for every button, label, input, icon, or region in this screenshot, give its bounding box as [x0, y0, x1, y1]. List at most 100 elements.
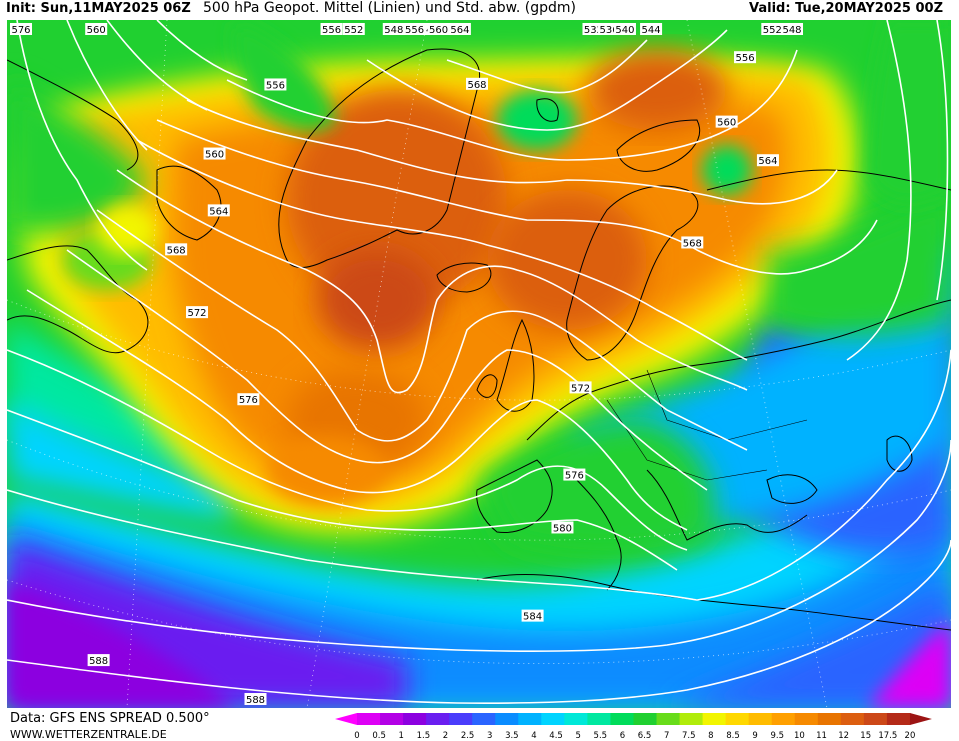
- contour-label: 560: [429, 25, 448, 36]
- contour-label: 548: [782, 25, 801, 36]
- contour-label: 564: [758, 156, 777, 167]
- legend-ticks: 0 0.5 1 1.5 2 2.5 3 3.5 4 4.5 5 5.5 6 6.5 7 7.5 8 8.5 9 9.5…: [354, 731, 915, 740]
- contour-label: 544: [642, 25, 661, 36]
- contour-label-bg: [403, 23, 426, 35]
- legend-swatch: [610, 713, 634, 725]
- contour-label: 556: [266, 80, 285, 91]
- coastlines: [7, 48, 951, 631]
- contour-label-bg: [10, 23, 32, 35]
- contour-label-bg: [207, 204, 230, 217]
- legend-tick-label: 6.5: [638, 731, 652, 740]
- contour-label: 576: [565, 471, 584, 482]
- legend-swatch: [863, 713, 888, 725]
- legend-tick-label: 17.5: [878, 731, 897, 740]
- contour-label-bg: [382, 23, 405, 35]
- legend-swatch: [380, 713, 404, 725]
- contour-label: 580: [553, 523, 572, 534]
- legend-tick-label: 5: [575, 731, 580, 740]
- contour-label: 536: [599, 25, 618, 36]
- contour-labels: 5325365405405445445485485525525565565565…: [10, 23, 804, 706]
- legend-arrow-right: [909, 713, 932, 725]
- contour-label: 568: [167, 245, 186, 256]
- contour-label-bg: [781, 23, 804, 35]
- contour-label: 556: [735, 53, 754, 64]
- contour-label: 572: [187, 308, 206, 319]
- legend-swatch: [518, 713, 542, 725]
- legend-swatch: [771, 713, 796, 725]
- contour-label-bg: [203, 147, 226, 160]
- contour-label: 560: [87, 25, 106, 36]
- contour-label-bg: [342, 23, 365, 35]
- legend-swatch: [817, 713, 842, 725]
- contour-label: 552: [763, 25, 782, 36]
- contour-label: 556: [322, 25, 341, 36]
- spread-field: [7, 20, 951, 708]
- legend-tick-label: 2.5: [461, 731, 475, 740]
- legend-swatch: [886, 713, 911, 725]
- contour-label: 576: [239, 395, 258, 406]
- contour-label: 564: [450, 25, 469, 36]
- legend-tick-label: 7: [664, 731, 669, 740]
- legend-tick-label: 8: [708, 731, 713, 740]
- contour-label: 560: [205, 150, 224, 161]
- contour-label-bg: [734, 51, 757, 64]
- legend-tick-label: 8.5: [726, 731, 740, 740]
- contour-label-bg: [640, 23, 663, 35]
- map-canvas[interactable]: 5325365405405445445485485525525565565565…: [7, 20, 951, 708]
- contour-label: 576: [11, 25, 30, 36]
- contour-label-bg: [761, 23, 784, 35]
- legend-swatch: [564, 713, 588, 725]
- legend-swatch: [748, 713, 773, 725]
- legend-tick-label: 11: [816, 731, 827, 740]
- legend-swatch: [679, 713, 704, 725]
- contour-label: 564: [209, 206, 228, 217]
- legend-swatch: [541, 713, 565, 725]
- legend-tick-label: 1: [399, 731, 404, 740]
- contour-label-bg: [563, 468, 586, 481]
- contour-label-bg: [521, 609, 544, 622]
- legend-tick-label: 1.5: [417, 731, 431, 740]
- legend-swatch: [357, 713, 381, 725]
- contour-label-bg: [613, 23, 636, 35]
- legend-tick-label: 3: [487, 731, 492, 740]
- contour-label-bg: [756, 154, 779, 167]
- legend-swatch: [702, 713, 727, 725]
- legend-tick-label: 15: [860, 731, 871, 740]
- contour-label-bg: [85, 23, 108, 35]
- legend-swatch: [472, 713, 496, 725]
- legend-swatch: [794, 713, 819, 725]
- contour-label: 560: [717, 118, 736, 129]
- contour-label-bg: [466, 77, 488, 90]
- contour-label: 568: [683, 238, 702, 249]
- legend-tick-label: 6: [620, 731, 625, 740]
- chart-title: 500 hPa Geopot. Mittel (Linien) und Std.…: [203, 0, 576, 16]
- legend-tick-label: 7.5: [682, 731, 696, 740]
- valid-time-label: Valid: Tue,20MAY2025 00Z: [749, 1, 943, 16]
- contour-label: 588: [246, 695, 265, 706]
- contour-label-bg: [87, 654, 110, 667]
- legend-swatch: [725, 713, 750, 725]
- title-bar: Init: Sun,11MAY2025 06Z 500 hPa Geopot. …: [0, 0, 959, 20]
- legend-swatch: [449, 713, 473, 725]
- legend-tick-label: 4: [531, 731, 536, 740]
- contour-label: 588: [89, 656, 108, 667]
- contour-label: 552: [344, 25, 363, 36]
- color-legend: 0 0.5 1 1.5 2 2.5 3 3.5 4 4.5 5 5.5 6 6.5 7 7.5 8 8.5 9 9.5…: [335, 713, 932, 740]
- legend-tick-label: 4.5: [549, 731, 563, 740]
- legend-swatch: [633, 713, 658, 725]
- legend-bar: [335, 713, 932, 725]
- legend-tick-label: 3.5: [505, 731, 519, 740]
- contour-label-bg: [320, 23, 343, 35]
- legend-tick-label: 0: [354, 731, 359, 740]
- contour-label-bg: [165, 243, 188, 256]
- contour-label: 548: [384, 25, 403, 36]
- legend-tick-label: 9: [752, 731, 757, 740]
- legend-swatch: [587, 713, 611, 725]
- legend-tick-label: 10: [794, 731, 805, 740]
- contour-label: 584: [523, 612, 542, 623]
- legend-swatch: [426, 713, 450, 725]
- legend-tick-label: 2: [443, 731, 448, 740]
- legend-tick-label: 5.5: [594, 731, 608, 740]
- legend-swatch: [840, 713, 865, 725]
- init-time-label: Init: Sun,11MAY2025 06Z: [6, 1, 191, 16]
